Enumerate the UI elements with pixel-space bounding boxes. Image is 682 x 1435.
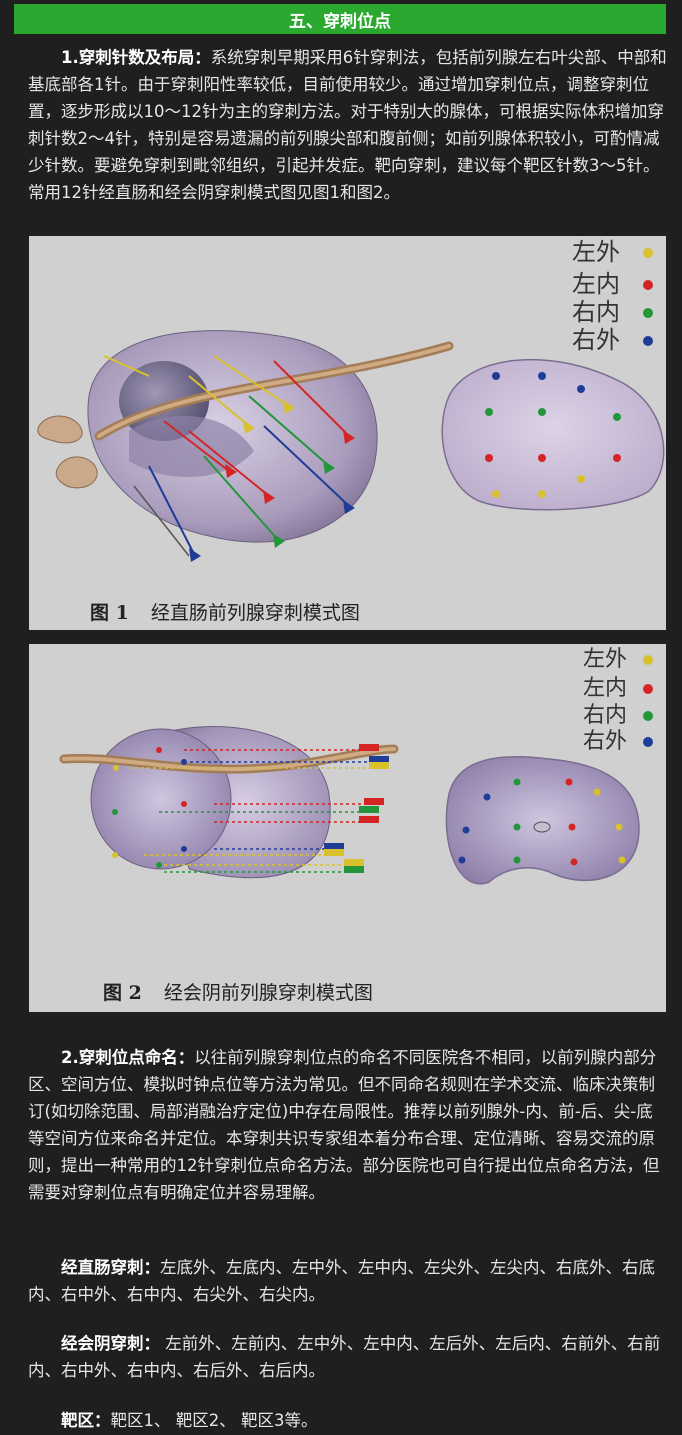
figure-caption-text: 经会阴前列腺穿刺模式图 [163,982,373,1004]
legend-label: 右外 [583,729,627,754]
paragraph-heading: 1.穿刺针数及布局： [61,48,211,67]
legend-transrectal: 左外 左内 右内 右外 [572,238,653,354]
paragraph-text: 左底外、左底内、左中外、左中内、左尖外、左尖内、右底外、右底内、右中外、右中内、… [28,1258,655,1304]
paragraph-transrectal: 经直肠穿刺：左底外、左底内、左中外、左中内、左尖外、左尖内、右底外、右底内、右中… [28,1254,668,1308]
paragraph-naming: 2.穿刺位点命名：以往前列腺穿刺位点的命名不同医院各不相同，以前列腺内部分区、空… [28,1044,668,1206]
paragraph-text: 系统穿刺早期采用6针穿刺法，包括前列腺左右叶尖部、中部和基底部各1针。由于穿刺阳… [28,48,667,202]
figure-transrectal: 左外 左内 右内 右外 图 1 经直肠前列腺穿刺模式图 [29,236,666,630]
legend-label: 右内 [572,298,620,326]
transrectal-illustration: 左外 左内 右内 右外 [37,238,665,562]
legend-label: 右内 [583,703,627,728]
legend-label: 左外 [572,238,620,266]
legend-dot-green [643,711,653,721]
transrectal-points [485,372,621,498]
legend-dot-green [643,308,653,318]
section-header: 五、穿刺位点 [14,4,666,34]
paragraph-heading: 经直肠穿刺： [61,1258,160,1277]
legend-label: 左内 [572,270,620,298]
legend-dot-red [643,684,653,694]
transperineal-points [458,778,626,866]
paragraph-text: 靶区1、 靶区2、 靶区3等。 [110,1411,318,1430]
legend-dot-blue [643,737,653,747]
paragraph-heading: 靶区： [61,1411,111,1430]
legend-dot-yellow [643,655,653,665]
figure-transperineal: 左外 左内 右内 右外 图 2 经会阴前列腺穿刺模式图 [29,644,666,1012]
figure-caption-text: 经直肠前列腺穿刺模式图 [150,602,360,624]
transrectal-cross-section [441,358,665,511]
legend-label: 左外 [583,647,627,672]
figure-number: 图 2 [103,982,142,1004]
transperineal-needles [129,744,389,873]
figure-caption: 图 2 经会阴前列腺穿刺模式图 [103,978,373,1005]
legend-label: 右外 [572,326,620,354]
legend-dot-red [643,280,653,290]
figure-number: 图 1 [90,602,129,624]
figure-caption: 图 1 经直肠前列腺穿刺模式图 [90,598,360,625]
legend-dot-yellow [643,248,653,258]
legend-label: 左内 [583,676,627,701]
section-title: 五、穿刺位点 [289,11,391,32]
paragraph-heading: 2.穿刺位点命名： [61,1048,195,1067]
transperineal-face-points [112,747,187,868]
transperineal-cross-section [445,755,640,885]
paragraph-text: 左前外、左前内、左中外、左中内、左后外、左后内、右前外、右前内、右中外、右中内、… [28,1334,661,1380]
paragraph-text: 以往前列腺穿刺位点的命名不同医院各不相同，以前列腺内部分区、空间方位、模拟时钟点… [28,1048,660,1202]
transrectal-needles [103,355,355,562]
legend-transperineal: 左外 左内 右内 右外 [583,647,653,754]
transperineal-illustration: 左外 左内 右内 右外 [59,647,653,885]
paragraph-target: 靶区：靶区1、 靶区2、 靶区3等。 [28,1407,668,1434]
paragraph-needle-layout: 1.穿刺针数及布局：系统穿刺早期采用6针穿刺法，包括前列腺左右叶尖部、中部和基底… [28,44,668,206]
legend-dot-blue [643,336,653,346]
paragraph-heading: 经会阴穿刺： [61,1334,160,1353]
paragraph-transperineal: 经会阴穿刺： 左前外、左前内、左中外、左中内、左后外、左后内、右前外、右前内、右… [28,1330,668,1384]
